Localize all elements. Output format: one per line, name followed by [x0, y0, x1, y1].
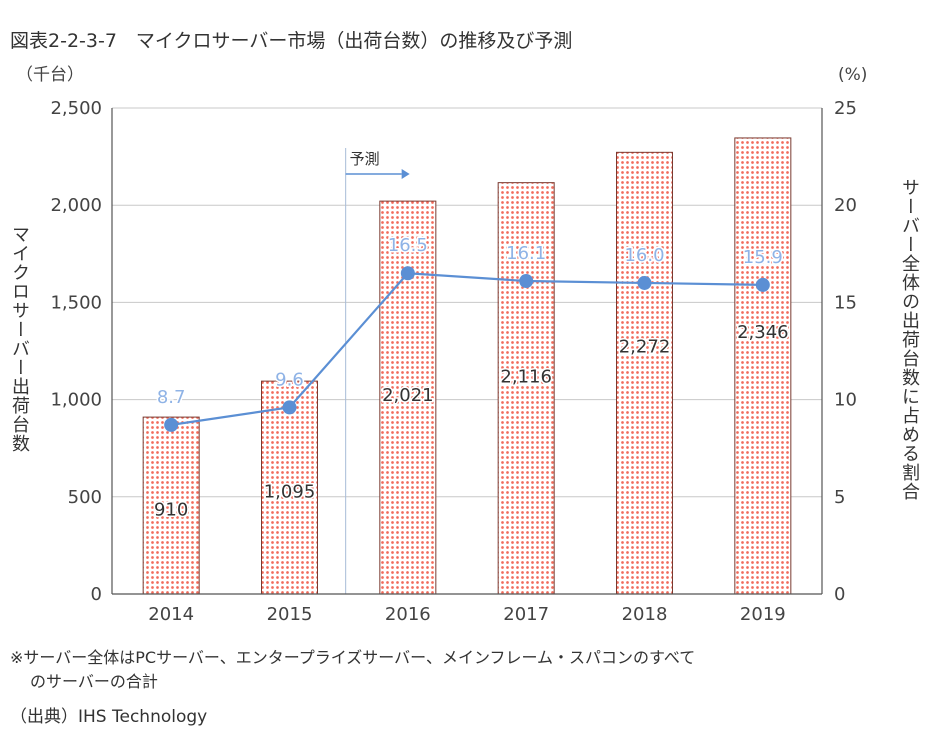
left-axis-label: マイクロサーバー出荷台数 — [9, 225, 30, 453]
left-tick-label: 2,500 — [50, 98, 102, 119]
footnote-line-1: ※サーバー全体はPCサーバー、エンタープライズサーバー、メインフレーム・スパコン… — [10, 648, 696, 667]
x-tick-label: 2014 — [148, 604, 194, 625]
share-value-label: 16.1 — [506, 243, 546, 264]
right-tick-label: 15 — [834, 292, 857, 313]
bar-value-label: 2,116 — [500, 367, 552, 388]
share-value-label: 16.0 — [624, 245, 664, 266]
left-axis-unit: （千台） — [16, 65, 84, 85]
left-tick-label: 2,000 — [50, 195, 102, 216]
bar-2018 — [616, 151, 673, 595]
bars-layer — [142, 137, 792, 595]
left-tick-label: 0 — [91, 584, 102, 605]
share-value-label: 16.5 — [388, 235, 428, 256]
x-tick-label: 2019 — [740, 604, 786, 625]
grid-layer — [112, 107, 822, 498]
x-tick-label: 2018 — [622, 604, 668, 625]
line-layer — [164, 266, 770, 432]
bar-2019 — [734, 137, 792, 595]
bar-value-label: 910 — [154, 500, 188, 521]
chart-title: 図表2-2-3-7 マイクロサーバー市場（出荷台数）の推移及び予測 — [10, 30, 573, 52]
left-tick-label: 1,000 — [50, 390, 102, 411]
source-credit: （出典）IHS Technology — [10, 707, 208, 727]
share-line — [171, 272, 763, 426]
x-tick-label: 2015 — [267, 604, 313, 625]
bar-2014 — [142, 416, 200, 595]
footnote-line-2: のサーバーの合計 — [30, 672, 158, 691]
x-tick-label: 2017 — [503, 604, 549, 625]
bar-value-label: 2,021 — [382, 385, 434, 406]
forecast-arrow-head — [401, 169, 410, 179]
bar-2015 — [261, 380, 318, 595]
share-value-label: 15.9 — [743, 247, 783, 268]
left-tick-label: 1,500 — [50, 292, 102, 313]
left-tick-label: 500 — [68, 487, 102, 508]
right-tick-label: 20 — [834, 195, 857, 216]
forecast-label: 予測 — [350, 150, 380, 168]
right-tick-label: 0 — [834, 584, 845, 605]
right-tick-label: 10 — [834, 390, 857, 411]
share-value-label: 9.6 — [275, 369, 304, 390]
bar-value-label: 1,095 — [264, 482, 316, 503]
share-point-2019 — [755, 277, 770, 292]
share-point-2018 — [637, 275, 652, 290]
right-axis-label: サーバー全体の出荷台数に占める割合 — [899, 178, 920, 501]
right-tick-label: 25 — [834, 98, 857, 119]
right-axis-unit: (%) — [838, 65, 867, 85]
share-point-2015 — [282, 400, 297, 415]
share-value-label: 8.7 — [157, 387, 186, 408]
right-tick-label: 5 — [834, 487, 845, 508]
bar-value-label: 2,346 — [737, 322, 789, 343]
axes-layer: 0 500 1,000 1,500 2,000 2,500 0 5 10 15 20 25 （千台） (%… — [16, 65, 867, 625]
share-point-2014 — [164, 417, 179, 432]
forecast-marker: 予測 — [345, 148, 410, 594]
bar-2017 — [497, 182, 555, 595]
labels-layer: 910 1,095 2,021 2,116 2,272 2,346 8.7 9.6 16.5 16… — [152, 234, 790, 522]
x-tick-label: 2016 — [385, 604, 431, 625]
share-point-2016 — [400, 266, 415, 281]
bar-value-label: 2,272 — [619, 336, 671, 357]
share-point-2017 — [519, 274, 534, 289]
